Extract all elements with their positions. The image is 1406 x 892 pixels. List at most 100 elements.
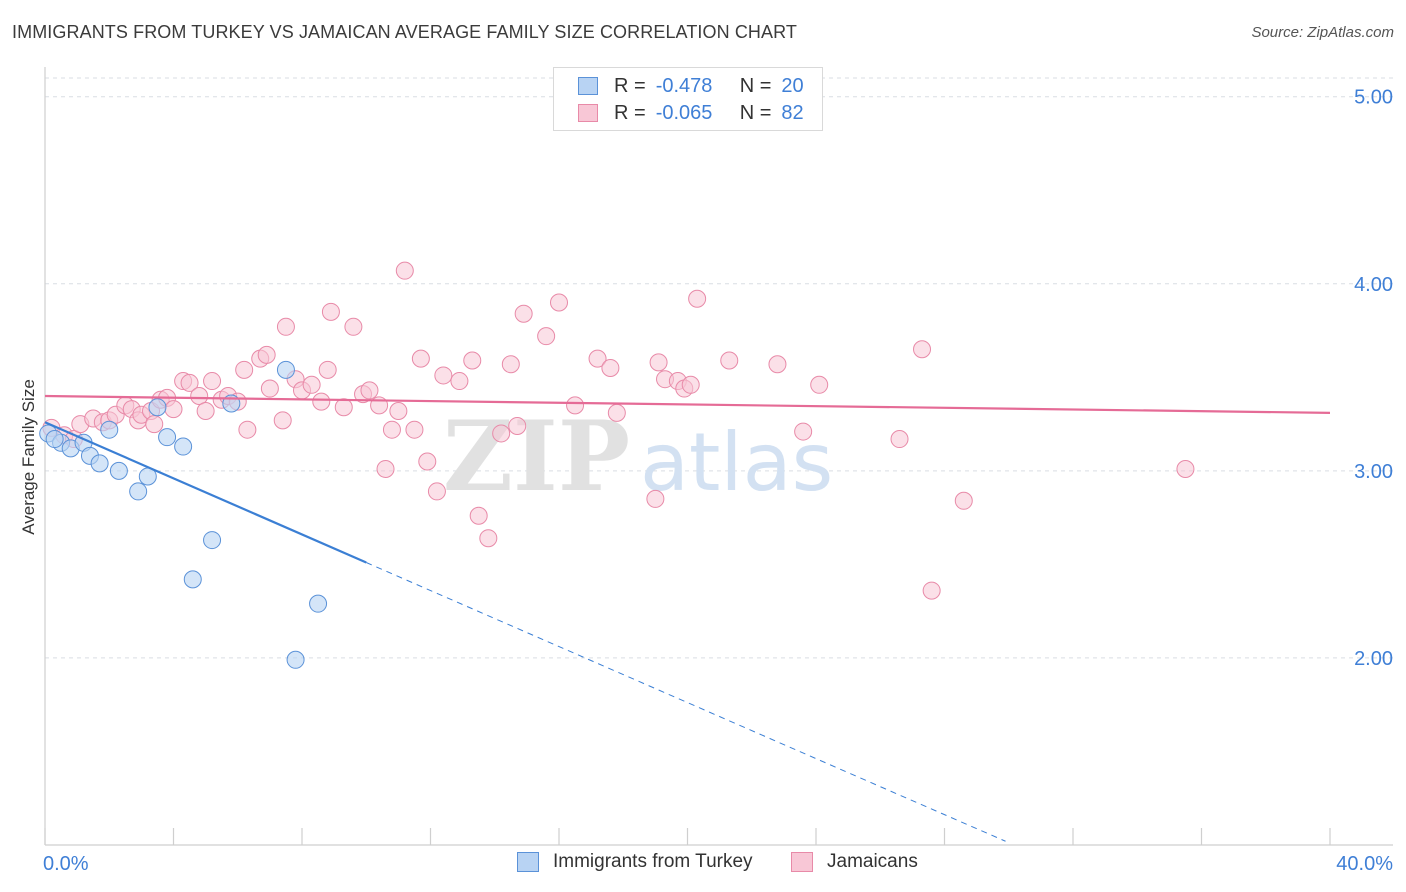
- jamaican-point: [145, 415, 164, 434]
- jamaican-point: [922, 581, 941, 600]
- legend-r-value-turkey: -0.478: [655, 74, 713, 97]
- jamaican-point: [318, 360, 337, 379]
- trend-lines: [44, 394, 1331, 842]
- jamaican-point: [681, 375, 700, 394]
- jamaican-point: [180, 373, 199, 392]
- legend-swatch-jamaican: [578, 104, 598, 122]
- turkey-trend-extension: [366, 562, 1006, 842]
- jamaican-point: [344, 317, 363, 336]
- jamaican-point: [768, 355, 787, 374]
- jamaican-point: [794, 422, 813, 441]
- jamaican-point: [382, 420, 401, 439]
- jamaican-point: [312, 392, 331, 411]
- jamaican-point: [913, 340, 932, 359]
- jamaican-point: [321, 302, 340, 321]
- jamaican-point: [720, 351, 739, 370]
- jamaican-point: [890, 430, 909, 449]
- jamaican-point: [479, 529, 498, 548]
- turkey-point: [129, 482, 148, 501]
- jamaican-point: [190, 387, 209, 406]
- tick-labels: 2.00 3.00 4.00 5.00 0.0% 40.0%: [43, 87, 1393, 875]
- jamaican-point: [164, 400, 183, 419]
- jamaican-point: [389, 401, 408, 420]
- legend-n-label: N =: [739, 74, 772, 97]
- turkey-point: [90, 454, 109, 473]
- turkey-point: [183, 570, 202, 589]
- y-tick-label: 5.00: [1354, 87, 1393, 109]
- legend-item-turkey: Immigrants from Turkey: [517, 851, 753, 873]
- jamaican-point: [646, 489, 665, 508]
- turkey-point: [276, 360, 295, 379]
- legend-row-turkey: R = -0.478 N = 20: [578, 73, 804, 99]
- x-tick-label: 40.0%: [1336, 853, 1393, 875]
- jamaican-point: [302, 375, 321, 394]
- turkey-point: [286, 650, 305, 669]
- stats-legend: R = -0.478 N = 20 R = -0.065 N = 82: [553, 67, 823, 131]
- legend-label-jamaican: Jamaicans: [827, 851, 918, 872]
- jamaican-point: [418, 452, 437, 471]
- jamaican-point: [607, 403, 626, 422]
- watermark-zip: ZIP: [443, 400, 630, 513]
- jamaican-point: [469, 506, 488, 525]
- legend-r-value-jamaican: -0.065: [655, 101, 713, 124]
- legend-swatch-jamaican: [791, 852, 813, 872]
- legend-r-label: R =: [614, 74, 646, 97]
- legend-n-value-jamaican: 82: [781, 101, 804, 124]
- legend-row-jamaican: R = -0.065 N = 82: [578, 100, 804, 126]
- jamaican-point: [260, 379, 279, 398]
- y-tick-label: 4.00: [1354, 274, 1393, 296]
- jamaican-point: [273, 411, 292, 430]
- legend-n-label: N =: [739, 101, 772, 124]
- turkey-point: [45, 430, 64, 449]
- turkey-point: [203, 531, 222, 550]
- jamaican-point: [649, 353, 668, 372]
- legend-r-label: R =: [614, 101, 646, 124]
- jamaican-point: [508, 416, 527, 435]
- turkey-trend-line: [44, 421, 367, 564]
- legend-label-turkey: Immigrants from Turkey: [553, 851, 753, 872]
- jamaican-point: [601, 358, 620, 377]
- jamaican-point: [588, 349, 607, 368]
- jamaican-point: [405, 420, 424, 439]
- source-label: Source: ZipAtlas.com: [1251, 24, 1394, 41]
- y-tick-label: 3.00: [1354, 461, 1393, 483]
- turkey-point: [309, 594, 328, 613]
- jamaican-point: [514, 304, 533, 323]
- turkey-point: [158, 428, 177, 447]
- jamaican-point: [203, 372, 222, 391]
- jamaican-point: [688, 289, 707, 308]
- jamaican-point: [196, 401, 215, 420]
- jamaican-point: [1176, 459, 1195, 478]
- jamaican-point: [566, 396, 585, 415]
- y-axis-label: Average Family Size: [19, 379, 38, 535]
- jamaican-point: [463, 351, 482, 370]
- y-tick-label: 2.00: [1354, 648, 1393, 670]
- jamaican-point: [257, 345, 276, 364]
- jamaican-point: [411, 349, 430, 368]
- axes: [44, 67, 1393, 846]
- jamaican-point: [360, 381, 379, 400]
- chart-title: IMMIGRANTS FROM TURKEY VS JAMAICAN AVERA…: [12, 22, 797, 42]
- watermark: ZIP atlas: [443, 400, 834, 513]
- jamaican-point: [427, 482, 446, 501]
- turkey-points: [39, 360, 328, 669]
- jamaican-point: [334, 398, 353, 417]
- jamaican-point: [550, 293, 568, 312]
- legend-swatch-turkey: [578, 77, 598, 95]
- jamaican-point: [537, 327, 556, 346]
- jamaican-point: [810, 375, 829, 394]
- jamaican-point: [501, 355, 520, 374]
- jamaican-points: [42, 261, 1195, 600]
- turkey-point: [100, 420, 119, 439]
- jamaican-trend-line: [44, 394, 1331, 414]
- jamaican-point: [434, 366, 453, 385]
- jamaican-point: [954, 491, 973, 510]
- legend-n-value-turkey: 20: [781, 74, 804, 97]
- jamaican-point: [235, 360, 254, 379]
- legend-swatch-turkey: [517, 852, 539, 872]
- turkey-point: [174, 437, 193, 456]
- jamaican-point: [450, 372, 469, 391]
- x-tick-label: 0.0%: [43, 853, 89, 875]
- jamaican-point: [492, 424, 511, 443]
